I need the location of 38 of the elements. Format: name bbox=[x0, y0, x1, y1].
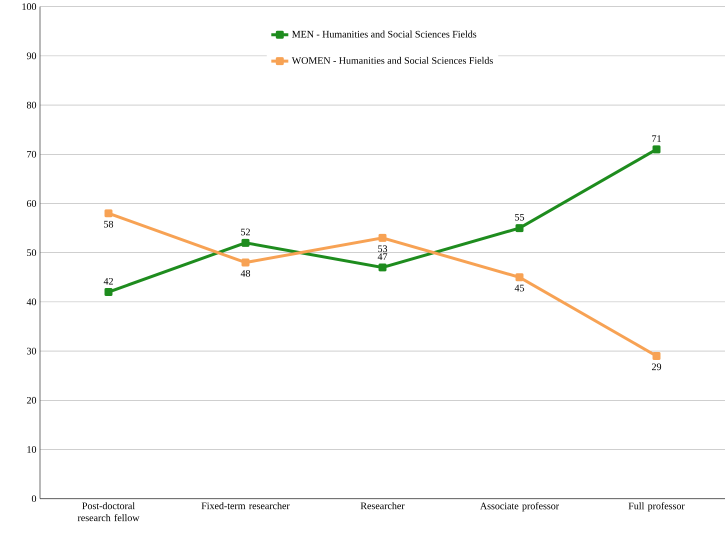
point bbox=[242, 258, 250, 267]
data-label: 45 bbox=[514, 284, 524, 292]
point bbox=[378, 264, 386, 272]
point bbox=[104, 288, 112, 296]
data-label: 42 bbox=[104, 278, 113, 285]
y-tick-label: 30 bbox=[27, 348, 36, 355]
point bbox=[516, 273, 524, 282]
data-label: 52 bbox=[241, 228, 250, 236]
data-label: 47 bbox=[378, 254, 388, 260]
y-tick-label: 10 bbox=[27, 446, 36, 453]
point bbox=[104, 209, 112, 218]
data-label: 71 bbox=[652, 135, 661, 142]
y-tick-label: 40 bbox=[26, 298, 36, 306]
point bbox=[378, 234, 386, 242]
y-tick-label: 60 bbox=[26, 200, 36, 207]
y-tick-label: 0 bbox=[32, 495, 36, 502]
x-tick-label: Fixed-term researcher bbox=[202, 502, 290, 510]
point bbox=[652, 352, 661, 360]
point bbox=[242, 239, 250, 247]
legend-label: WOMEN - Humanities and Social Sciences Fields bbox=[292, 57, 493, 64]
x-tick-label: Post-doctoral research fellow bbox=[78, 502, 140, 522]
data-label: 53 bbox=[378, 246, 388, 252]
x-tick-label: Full professor bbox=[628, 502, 685, 512]
data-label: 48 bbox=[240, 270, 250, 277]
y-tick-label: 70 bbox=[27, 151, 36, 158]
data-label: 58 bbox=[104, 220, 114, 228]
y-tick-label: 20 bbox=[26, 397, 36, 404]
y-tick-label: 80 bbox=[26, 102, 36, 109]
point bbox=[652, 146, 661, 154]
y-tick-label: 100 bbox=[22, 3, 36, 10]
legend-label: MEN - Humanities and Social Sciences Fields bbox=[292, 30, 476, 38]
x-tick-label: Researcher bbox=[360, 502, 405, 510]
y-tick-label: 90 bbox=[26, 52, 36, 60]
y-tick-label: 50 bbox=[27, 249, 36, 256]
data-label: 55 bbox=[515, 214, 524, 221]
x-tick-label: Associate professor bbox=[480, 502, 559, 512]
point bbox=[516, 224, 524, 232]
data-label: 29 bbox=[652, 364, 662, 370]
